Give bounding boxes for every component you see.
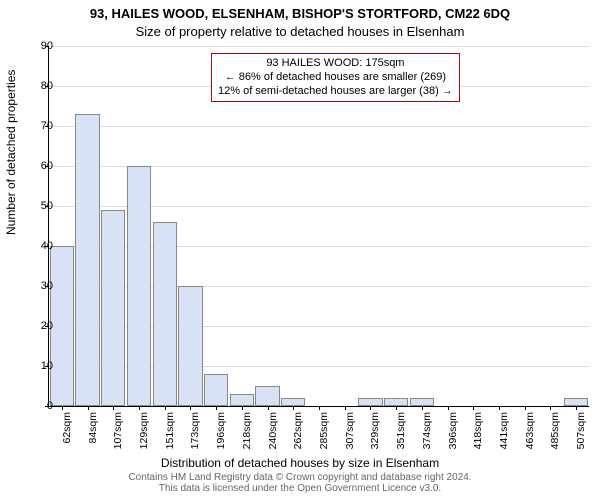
- xtick-mark: [448, 406, 449, 410]
- x-axis-label: Distribution of detached houses by size …: [0, 456, 600, 470]
- annotation-line3: 12% of semi-detached houses are larger (…: [218, 85, 453, 99]
- chart-container: 93, HAILES WOOD, ELSENHAM, BISHOP'S STOR…: [0, 0, 600, 500]
- histogram-bar: [564, 398, 588, 406]
- histogram-bar: [255, 386, 279, 406]
- xtick-mark: [319, 406, 320, 410]
- histogram-bar: [204, 374, 228, 406]
- xtick-label: 396sqm: [447, 412, 459, 456]
- ytick-label: 30: [41, 280, 53, 292]
- xtick-mark: [62, 406, 63, 410]
- xtick-label: 374sqm: [421, 412, 433, 456]
- xtick-label: 507sqm: [575, 412, 587, 456]
- xtick-mark: [190, 406, 191, 410]
- ytick-label: 0: [47, 400, 53, 412]
- xtick-mark: [242, 406, 243, 410]
- xtick-mark: [268, 406, 269, 410]
- xtick-mark: [165, 406, 166, 410]
- gridline: [49, 46, 589, 47]
- chart-title-line1: 93, HAILES WOOD, ELSENHAM, BISHOP'S STOR…: [0, 6, 600, 21]
- xtick-mark: [139, 406, 140, 410]
- histogram-bar: [75, 114, 99, 406]
- ytick-label: 70: [41, 120, 53, 132]
- xtick-mark: [576, 406, 577, 410]
- xtick-mark: [370, 406, 371, 410]
- xtick-label: 196sqm: [215, 412, 227, 456]
- histogram-bar: [358, 398, 382, 406]
- annotation-line1: 93 HAILES WOOD: 175sqm: [218, 57, 453, 71]
- xtick-mark: [216, 406, 217, 410]
- xtick-mark: [345, 406, 346, 410]
- xtick-label: 418sqm: [472, 412, 484, 456]
- xtick-mark: [525, 406, 526, 410]
- histogram-bar: [178, 286, 202, 406]
- histogram-bar: [230, 394, 254, 406]
- ytick-label: 40: [41, 240, 53, 252]
- gridline: [49, 126, 589, 127]
- xtick-label: 240sqm: [267, 412, 279, 456]
- xtick-mark: [499, 406, 500, 410]
- ytick-label: 20: [41, 320, 53, 332]
- xtick-label: 329sqm: [369, 412, 381, 456]
- xtick-mark: [422, 406, 423, 410]
- xtick-label: 107sqm: [112, 412, 124, 456]
- annotation-box: 93 HAILES WOOD: 175sqm ← 86% of detached…: [211, 53, 460, 102]
- xtick-mark: [88, 406, 89, 410]
- histogram-bar: [281, 398, 305, 406]
- y-axis-label: Number of detached properties: [4, 70, 18, 235]
- histogram-bar: [50, 246, 74, 406]
- xtick-label: 262sqm: [292, 412, 304, 456]
- xtick-label: 84sqm: [87, 412, 99, 456]
- xtick-mark: [550, 406, 551, 410]
- histogram-bar: [127, 166, 151, 406]
- plot-area: 93 HAILES WOOD: 175sqm ← 86% of detached…: [48, 46, 589, 407]
- xtick-mark: [473, 406, 474, 410]
- footer: Contains HM Land Registry data © Crown c…: [0, 472, 600, 494]
- ytick-label: 80: [41, 80, 53, 92]
- ytick-label: 90: [41, 40, 53, 52]
- xtick-label: 173sqm: [189, 412, 201, 456]
- histogram-bar: [384, 398, 408, 406]
- xtick-label: 463sqm: [524, 412, 536, 456]
- xtick-label: 62sqm: [61, 412, 73, 456]
- xtick-mark: [113, 406, 114, 410]
- ytick-label: 10: [41, 360, 53, 372]
- xtick-mark: [293, 406, 294, 410]
- histogram-bar: [101, 210, 125, 406]
- xtick-label: 151sqm: [164, 412, 176, 456]
- xtick-mark: [396, 406, 397, 410]
- ytick-label: 60: [41, 160, 53, 172]
- xtick-label: 285sqm: [318, 412, 330, 456]
- annotation-line2: ← 86% of detached houses are smaller (26…: [218, 71, 453, 85]
- xtick-label: 307sqm: [344, 412, 356, 456]
- histogram-bar: [153, 222, 177, 406]
- footer-line1: Contains HM Land Registry data © Crown c…: [128, 472, 471, 483]
- xtick-label: 129sqm: [138, 412, 150, 456]
- xtick-label: 351sqm: [395, 412, 407, 456]
- chart-title-line2: Size of property relative to detached ho…: [0, 24, 600, 39]
- xtick-label: 485sqm: [549, 412, 561, 456]
- ytick-label: 50: [41, 200, 53, 212]
- histogram-bar: [410, 398, 434, 406]
- xtick-label: 441sqm: [498, 412, 510, 456]
- xtick-label: 218sqm: [241, 412, 253, 456]
- footer-line2: This data is licensed under the Open Gov…: [159, 483, 441, 494]
